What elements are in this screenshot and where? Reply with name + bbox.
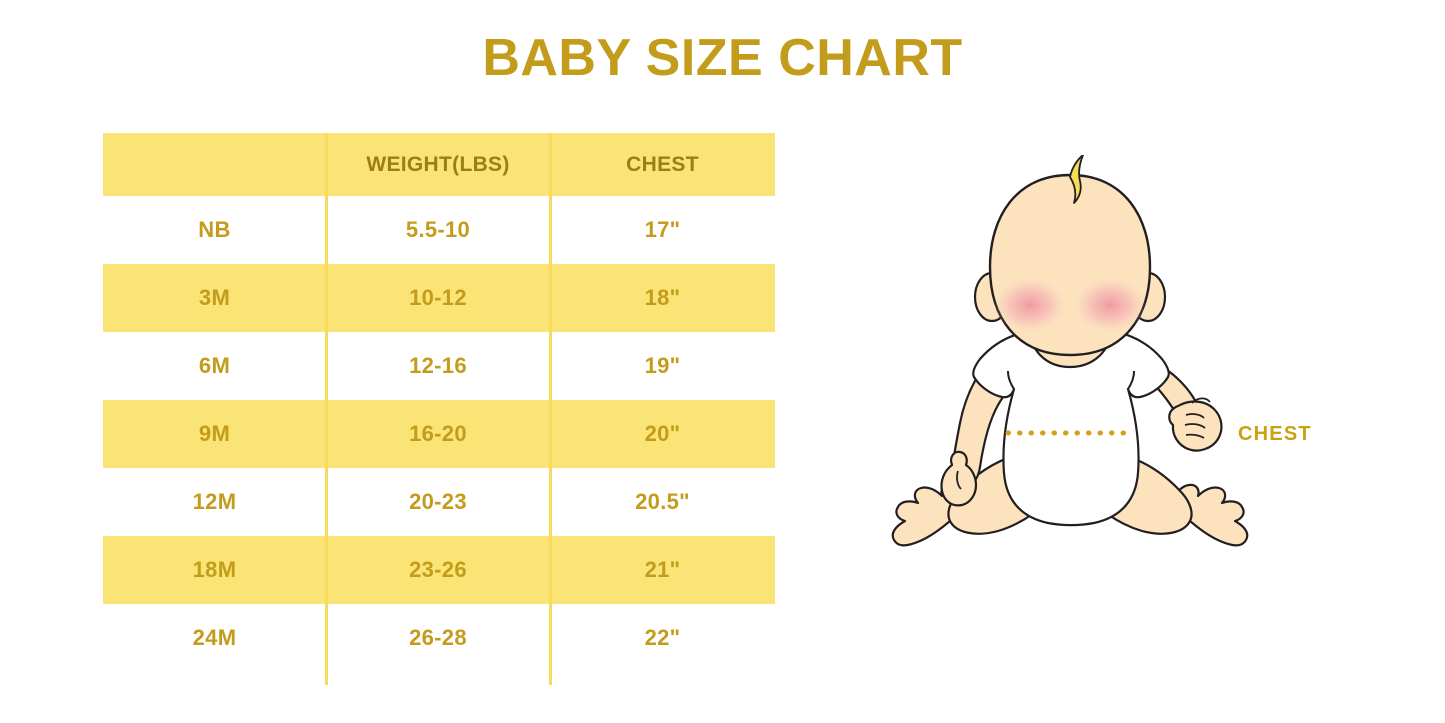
table-row: 3M 10-12 18" xyxy=(103,264,775,332)
table-header-row: WEIGHT(LBS) CHEST xyxy=(103,133,775,196)
size-table: WEIGHT(LBS) CHEST NB 5.5-10 17" 3M 10-12… xyxy=(103,133,775,672)
cell-size: NB xyxy=(103,196,326,264)
table-row: NB 5.5-10 17" xyxy=(103,196,775,264)
left-cheek-blush xyxy=(994,278,1066,332)
hair-curl xyxy=(1069,154,1084,204)
cell-size: 12M xyxy=(103,468,326,536)
size-table-container: WEIGHT(LBS) CHEST NB 5.5-10 17" 3M 10-12… xyxy=(103,133,775,685)
cell-weight: 12-16 xyxy=(326,332,550,400)
chest-measure-label: CHEST xyxy=(1238,423,1312,445)
onesie xyxy=(972,329,1170,527)
cell-weight: 10-12 xyxy=(326,264,550,332)
column-divider-1 xyxy=(325,133,328,685)
cell-chest: 20.5" xyxy=(550,468,775,536)
cell-weight: 23-26 xyxy=(326,536,550,604)
cell-weight: 26-28 xyxy=(326,604,550,672)
cell-chest: 18" xyxy=(550,264,775,332)
table-row: 24M 26-28 22" xyxy=(103,604,775,672)
cell-size: 6M xyxy=(103,332,326,400)
table-row: 12M 20-23 20.5" xyxy=(103,468,775,536)
cell-size: 9M xyxy=(103,400,326,468)
cell-weight: 20-23 xyxy=(326,468,550,536)
right-cheek-blush xyxy=(1074,278,1146,332)
cell-size: 18M xyxy=(103,536,326,604)
baby-illustration xyxy=(880,154,1260,605)
cell-size: 24M xyxy=(103,604,326,672)
head xyxy=(973,154,1167,357)
table-row: 6M 12-16 19" xyxy=(103,332,775,400)
cell-chest: 22" xyxy=(550,604,775,672)
header-cell-chest: CHEST xyxy=(550,133,775,196)
column-divider-2 xyxy=(549,133,552,685)
table-row: 9M 16-20 20" xyxy=(103,400,775,468)
cell-size: 3M xyxy=(103,264,326,332)
cell-weight: 5.5-10 xyxy=(326,196,550,264)
header-cell-size xyxy=(103,133,326,196)
cell-chest: 19" xyxy=(550,332,775,400)
cell-chest: 21" xyxy=(550,536,775,604)
cell-chest: 20" xyxy=(550,400,775,468)
cell-weight: 16-20 xyxy=(326,400,550,468)
table-body: NB 5.5-10 17" 3M 10-12 18" 6M 12-16 19" … xyxy=(103,196,775,672)
baby-figure-svg xyxy=(891,154,1249,547)
cell-chest: 17" xyxy=(550,196,775,264)
page-title: BABY SIZE CHART xyxy=(482,29,963,87)
table-row: 18M 23-26 21" xyxy=(103,536,775,604)
header-cell-weight: WEIGHT(LBS) xyxy=(326,133,550,196)
